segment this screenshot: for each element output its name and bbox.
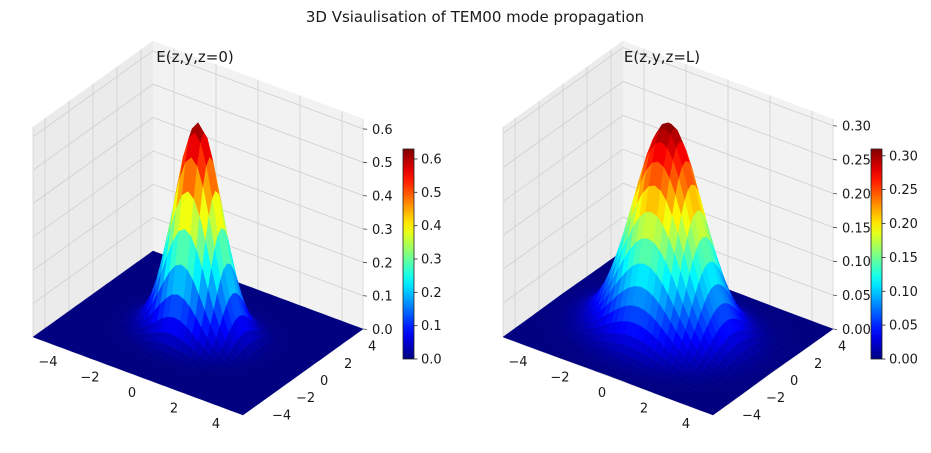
z-tick-label: 0.1 [372, 290, 393, 305]
colorbar-tick-label: 0.1 [421, 319, 442, 334]
colorbar-tick-label: 0.5 [421, 186, 442, 201]
x-tick-label: 0 [128, 386, 136, 401]
z-tick-mark [362, 228, 368, 230]
ticks-right: −4 −2 0 2 4 −4 −2 0 2 4 0.00 0.05 0.10 0.15 0.20 0.25 0.… [508, 120, 871, 433]
y-tick-label: 0 [320, 374, 328, 389]
z-tick-mark [362, 295, 368, 297]
y-tick-label: 2 [814, 357, 822, 372]
colorbar-tick-label: 0.05 [889, 319, 918, 334]
x-tick-label: 2 [640, 402, 648, 417]
z-tick-label: 0.10 [842, 255, 871, 270]
colorbar-gradient [402, 148, 415, 360]
grid-z [502, 148, 834, 236]
z-tick-mark [362, 161, 368, 164]
surface-left [32, 122, 364, 416]
z-tick-label: 0.05 [842, 289, 871, 304]
colorbar-tick-label: 0.20 [889, 217, 918, 232]
z-tick-label: 0.20 [842, 187, 871, 202]
colorbar-right: 0.00 0.05 0.10 0.15 0.20 0.25 0.30 [870, 148, 918, 368]
colorbar-tick-label: 0.25 [889, 183, 918, 198]
panel-title-left: E(z,y,z=0) [156, 48, 233, 66]
z-tick-mark [832, 193, 838, 195]
grid-z [502, 81, 834, 168]
ticks-left: −4 −2 0 2 4 −4 −2 0 2 4 0.0 0.1 0.2 0.3 0.4 0.5 0.6 [38, 123, 392, 432]
x-tick-label: 0 [598, 386, 606, 401]
z-tick-label: 0.15 [842, 221, 871, 236]
grid-z [32, 50, 364, 138]
y-tick-label: 4 [838, 340, 846, 355]
z-tick-label: 0.3 [372, 223, 393, 238]
z-tick-mark [832, 125, 838, 127]
y-tick-label: 0 [790, 374, 798, 389]
panel-title-right: E(z,y,z=L) [624, 48, 700, 66]
colorbar-tick-label: 0.30 [889, 149, 918, 164]
panel-right: −4−2024−4−20240.000.050.100.150.200.250.… [502, 40, 918, 433]
z-tick-mark [362, 128, 368, 130]
z-tick-label: 0.0 [372, 323, 393, 338]
grid-z [502, 216, 834, 304]
colorbar-gradient [870, 148, 883, 360]
colorbar-tick-label: 0.4 [421, 219, 442, 234]
surface-right [502, 122, 834, 416]
grid-z [502, 182, 834, 270]
x-tick-label: −4 [508, 355, 527, 370]
z-tick-label: 0.25 [842, 154, 871, 169]
z-tick-mark [362, 328, 368, 330]
z-tick-mark [832, 226, 838, 229]
grid-z [502, 47, 834, 134]
grid-z [32, 150, 364, 238]
colorbar-tick-label: 0.10 [889, 285, 918, 300]
colorbar-tick-label: 0.0 [421, 353, 442, 368]
z-tick-mark [832, 328, 838, 330]
x-tick-label: −4 [38, 355, 57, 370]
x-tick-label: −2 [550, 370, 569, 385]
x-tick-label: −2 [80, 370, 99, 385]
colorbar-tick-label: 0.00 [889, 353, 918, 368]
surface-patch [236, 410, 247, 416]
figure-suptitle: 3D Vsiaulisation of TEM00 mode propagati… [306, 8, 644, 26]
z-tick-label: 0.6 [372, 123, 393, 138]
z-tick-mark [832, 159, 838, 161]
grid-z [32, 83, 364, 171]
x-tick-label: 4 [212, 417, 220, 432]
y-tick-label: −4 [742, 408, 761, 423]
grid-z [32, 117, 364, 204]
grid-z [32, 183, 364, 271]
y-tick-label: 2 [344, 357, 352, 372]
x-tick-label: 4 [682, 417, 690, 432]
grid-z [32, 217, 364, 304]
z-tick-label: 0.4 [372, 190, 393, 205]
z-tick-label: 0.30 [842, 120, 871, 135]
z-tick-label: 0.5 [372, 156, 393, 171]
z-tick-label: 0.2 [372, 256, 393, 271]
colorbar-tick-label: 0.6 [421, 153, 442, 168]
z-tick-label: 0.00 [842, 323, 871, 338]
y-tick-label: −4 [272, 408, 291, 423]
z-tick-mark [362, 195, 368, 197]
z-tick-mark [362, 261, 368, 264]
colorbar-left: 0.0 0.1 0.2 0.3 0.4 0.5 0.6 [402, 148, 442, 368]
y-tick-label: −2 [766, 391, 785, 406]
colorbar-tick-label: 0.3 [421, 253, 442, 268]
z-tick-mark [832, 294, 838, 296]
y-tick-label: 4 [368, 340, 376, 355]
x-tick-label: 2 [170, 402, 178, 417]
surface-patch [706, 410, 717, 416]
y-tick-label: −2 [296, 391, 315, 406]
colorbar-tick-label: 0.15 [889, 251, 918, 266]
colorbar-tick-label: 0.2 [421, 286, 442, 301]
grid-z [502, 114, 834, 202]
z-tick-mark [832, 260, 838, 263]
